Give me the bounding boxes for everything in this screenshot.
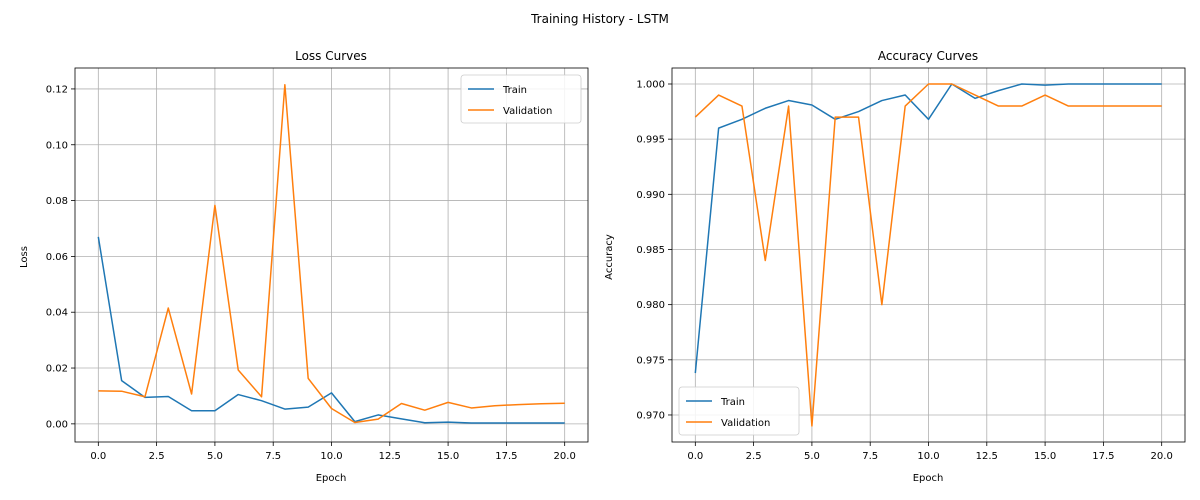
accuracy-x-tick-label-0: 0.0 xyxy=(687,451,703,462)
accuracy-legend-label-validation: Validation xyxy=(721,418,770,429)
loss-legend-label-validation: Validation xyxy=(503,106,552,117)
loss-y-tick-label-2: 0.04 xyxy=(46,308,68,319)
loss-legend-box xyxy=(460,74,582,124)
accuracy-x-tick-label-8: 20.0 xyxy=(1151,451,1173,462)
loss-x-tick-label-3: 7.5 xyxy=(265,451,281,462)
loss-y-axis-label: Loss xyxy=(19,246,30,268)
loss-series-validation-line xyxy=(98,83,565,424)
loss-series-train-line xyxy=(97,236,565,424)
loss-x-tick-label-4: 10.0 xyxy=(320,451,342,462)
accuracy-axes-frame xyxy=(671,67,1186,443)
accuracy-y-axis-label: Accuracy xyxy=(604,234,615,280)
accuracy-legend: Train Validation xyxy=(678,386,800,436)
loss-x-tick-label-1: 2.5 xyxy=(149,451,165,462)
accuracy-y-tick-label-5: 0.995 xyxy=(636,135,665,146)
accuracy-x-tick-label-1: 2.5 xyxy=(746,451,762,462)
loss-y-tick-label-1: 0.02 xyxy=(46,364,68,375)
accuracy-y-tick-label-1: 0.975 xyxy=(636,355,665,366)
loss-x-axis-label: Epoch xyxy=(316,473,347,484)
loss-y-tick-label-0: 0.00 xyxy=(46,419,68,430)
accuracy-x-tick-label-7: 17.5 xyxy=(1092,451,1114,462)
accuracy-y-tick-label-4: 0.990 xyxy=(636,190,665,201)
accuracy-legend-box xyxy=(678,386,800,436)
accuracy-x-tick-label-5: 12.5 xyxy=(976,451,998,462)
loss-x-tick-label-5: 12.5 xyxy=(379,451,401,462)
accuracy-chart-title: Accuracy Curves xyxy=(878,49,978,63)
loss-y-tick-label-5: 0.10 xyxy=(46,140,68,151)
figure-title: Training History - LSTM xyxy=(530,12,669,26)
accuracy-x-tick-label-3: 7.5 xyxy=(862,451,878,462)
accuracy-series-validation-line xyxy=(694,83,1162,427)
accuracy-series-train-line xyxy=(694,83,1162,374)
accuracy-x-tick-label-6: 15.0 xyxy=(1034,451,1056,462)
loss-x-tick-label-7: 17.5 xyxy=(495,451,517,462)
loss-x-tick-label-2: 5.0 xyxy=(207,451,223,462)
accuracy-y-tick-label-2: 0.980 xyxy=(636,300,665,311)
loss-y-tick-label-3: 0.06 xyxy=(46,252,68,263)
accuracy-y-tick-label-3: 0.985 xyxy=(636,245,665,256)
loss-legend: Train Validation xyxy=(460,74,582,124)
accuracy-x-tick-label-4: 10.0 xyxy=(917,451,939,462)
accuracy-legend-label-train: Train xyxy=(720,397,745,408)
accuracy-y-tick-label-0: 0.970 xyxy=(636,410,665,421)
loss-legend-label-train: Train xyxy=(502,85,527,96)
accuracy-y-tick-label-6: 1.000 xyxy=(636,79,665,90)
loss-axes-frame xyxy=(74,67,589,443)
loss-x-tick-label-8: 20.0 xyxy=(554,451,576,462)
loss-y-tick-label-6: 0.12 xyxy=(46,84,68,95)
accuracy-x-axis-label: Epoch xyxy=(913,473,944,484)
accuracy-chart: Accuracy Curves Epoch Accuracy 0.0 2.5 5.0… xyxy=(604,49,1186,484)
loss-chart-title: Loss Curves xyxy=(295,49,367,63)
accuracy-x-tick-label-2: 5.0 xyxy=(804,451,820,462)
loss-x-tick-label-6: 15.0 xyxy=(437,451,459,462)
loss-x-tick-label-0: 0.0 xyxy=(90,451,106,462)
loss-y-tick-label-4: 0.08 xyxy=(46,196,68,207)
loss-chart: Loss Curves Epoch Loss 0.0 2.5 5.0 7.5 10.0 1… xyxy=(19,49,589,484)
